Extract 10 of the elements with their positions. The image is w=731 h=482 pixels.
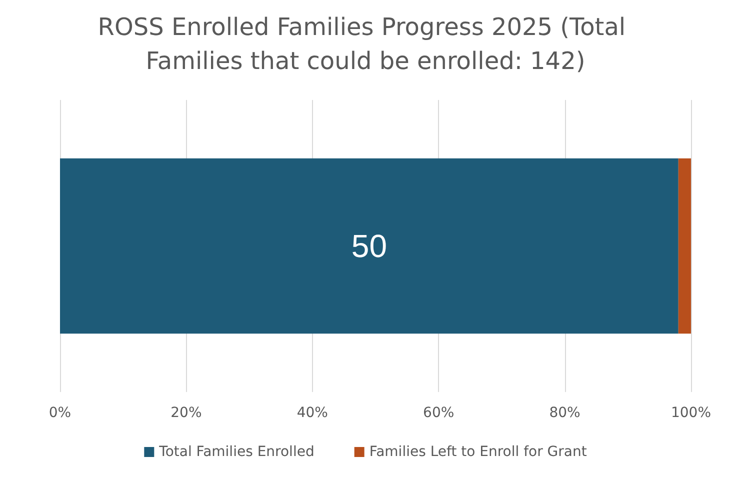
x-tick-label: 40% xyxy=(296,405,328,421)
x-tick-label: 60% xyxy=(423,405,454,421)
legend-label: Families Left to Enroll for Grant xyxy=(369,444,588,460)
x-tick-label: 80% xyxy=(549,405,580,421)
x-tick-label: 100% xyxy=(670,405,712,421)
annotation: 50 xyxy=(351,228,387,264)
legend-label: Total Families Enrolled xyxy=(158,444,314,460)
x-tick-label: 20% xyxy=(170,405,202,421)
x-tick-label: 0% xyxy=(48,405,72,421)
chart-title: ROSS Enrolled Families Progress 2025 (Total Families that could be enrolled: 142) xyxy=(98,13,634,75)
